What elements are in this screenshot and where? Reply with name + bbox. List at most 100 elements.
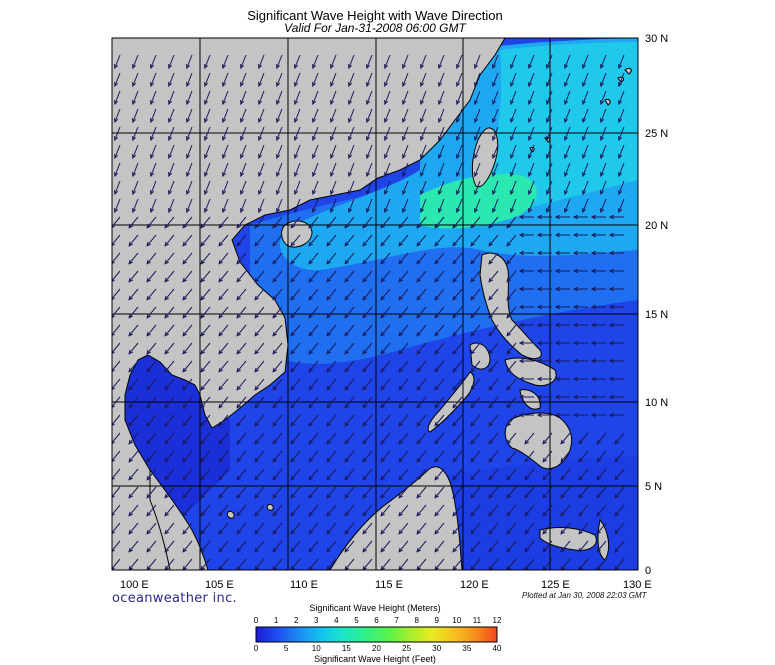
wave-arrow (398, 252, 409, 265)
wave-arrow-head (132, 81, 137, 88)
wave-arrow-head (452, 277, 457, 283)
wave-arrow-head (204, 81, 209, 88)
wave-arrow-head (510, 135, 515, 142)
wave-arrow-head (276, 189, 281, 196)
wave-arrow-head (518, 394, 524, 400)
wave-arrow-head (272, 295, 277, 301)
wave-arrow-head (572, 268, 578, 274)
wave-arrow-head (128, 511, 133, 517)
wave-arrow-head (218, 421, 223, 427)
wave-arrow (182, 396, 193, 409)
wave-arrow (182, 234, 193, 247)
wave-arrow-head (200, 259, 205, 265)
wave-arrow-head (182, 385, 187, 391)
wave-arrow-head (452, 295, 457, 301)
wave-arrow-head (254, 421, 259, 427)
wave-arrow (506, 396, 517, 409)
wave-arrow-head (254, 313, 259, 319)
wave-arrow-head (308, 493, 313, 499)
wave-arrow-head (276, 207, 281, 214)
wave-arrow (398, 558, 409, 570)
wave-arrow (614, 504, 625, 517)
wave-arrow-head (326, 421, 331, 427)
wave-arrow (276, 180, 283, 195)
wave-arrow-head (114, 99, 119, 106)
wave-arrow-head (312, 189, 317, 196)
wave-arrow-head (488, 241, 493, 247)
wave-arrow-head (470, 547, 475, 553)
wave-arrow (560, 486, 571, 499)
wave-arrow-head (330, 81, 335, 88)
wave-arrow-head (438, 63, 443, 70)
wave-arrow (240, 72, 247, 87)
wave-arrow (474, 108, 481, 123)
wave-arrow (236, 288, 247, 301)
wave-arrow-head (506, 367, 511, 373)
wave-arrow-head (582, 171, 587, 178)
wave-arrow (398, 270, 409, 283)
wave-arrow-head (348, 171, 353, 178)
wave-arrow (326, 558, 337, 570)
wave-arrow (218, 414, 229, 427)
wave-arrow-head (348, 135, 353, 142)
wave-arrow (452, 288, 463, 301)
wave-arrow-head (488, 223, 493, 229)
wave-arrow (438, 126, 445, 141)
wave-arrow-head (326, 277, 331, 283)
wave-arrow-head (294, 117, 299, 124)
wave-arrow-head (362, 349, 367, 355)
wave-arrow-head (398, 241, 403, 247)
wave-arrow-head (470, 331, 475, 337)
wave-arrow (600, 126, 607, 141)
wave-arrow-head (200, 403, 205, 409)
wave-arrow-head (128, 313, 133, 319)
wave-arrow (186, 72, 193, 87)
wave-arrow-head (164, 367, 169, 373)
wave-arrow (506, 540, 517, 553)
wave-arrow (456, 90, 463, 105)
wave-arrow-head (112, 439, 115, 444)
wave-arrow-head (114, 135, 119, 142)
wave-arrow (254, 378, 265, 391)
wave-arrow-head (312, 63, 317, 70)
wave-arrow (128, 504, 139, 517)
wave-arrow-head (438, 81, 443, 88)
high-wave-zone-north (477, 42, 638, 212)
wave-arrow-head (240, 117, 245, 124)
wave-arrow-head (380, 349, 385, 355)
wave-arrow (582, 180, 589, 195)
wave-arrow (308, 540, 319, 553)
wave-arrow-head (276, 153, 281, 160)
wave-arrow (308, 414, 319, 427)
wave-arrow-head (608, 286, 614, 292)
wave-arrow-head (456, 117, 461, 124)
wave-arrow-head (614, 475, 619, 481)
wave-arrow-head (112, 295, 115, 300)
wave-arrow-head (362, 403, 367, 409)
wave-arrow-head (326, 547, 331, 553)
wave-arrow (506, 216, 517, 229)
wave-arrow (272, 522, 283, 535)
wave-arrow (452, 450, 463, 463)
wave-arrow (416, 522, 427, 535)
wave-arrow (600, 198, 607, 213)
wave-arrow-head (276, 135, 281, 142)
wave-arrow (488, 378, 499, 391)
peak-wave-zone (420, 173, 537, 229)
wave-arrow-head (164, 421, 169, 427)
wave-arrow-head (128, 277, 133, 283)
wave-arrow (146, 432, 157, 445)
wave-arrow (326, 432, 337, 445)
wave-arrow (344, 252, 355, 265)
wave-arrow (150, 54, 157, 69)
wave-arrow (564, 180, 571, 195)
wave-arrow (344, 486, 355, 499)
wave-arrow (434, 288, 445, 301)
wave-arrow (560, 450, 571, 463)
wave-arrow-head (402, 153, 407, 160)
wave-arrow (452, 504, 463, 517)
wave-arrow-head (150, 207, 155, 214)
wave-arrow (452, 468, 463, 481)
wave-arrow (434, 540, 445, 553)
wave-arrow (618, 54, 625, 69)
